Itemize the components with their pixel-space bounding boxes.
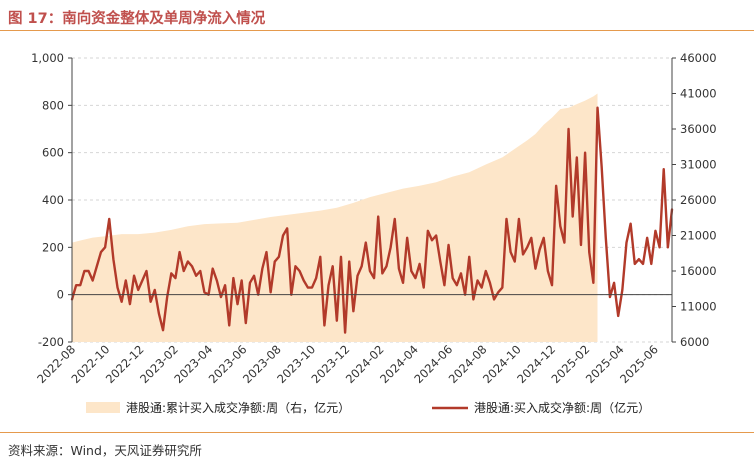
legend-label-weekly: 港股通:买入成交净额:周（亿元） (474, 400, 650, 415)
right-tick-label: 31000 (680, 158, 717, 172)
left-tick-label: 200 (42, 240, 64, 254)
right-tick-label: 16000 (680, 264, 717, 278)
right-tick-label: 21000 (680, 229, 717, 243)
right-tick-label: 41000 (680, 87, 717, 101)
left-tick-label: 0 (57, 288, 64, 302)
right-tick-label: 6000 (680, 335, 709, 349)
title-bar: 图 17：南向资金整体及单周净流入情况 (0, 0, 754, 30)
legend-swatch-cumulative (86, 402, 120, 413)
legend: 港股通:累计买入成交净额:周（右，亿元） 港股通:买入成交净额:周（亿元） (86, 400, 650, 415)
x-tick-label: 2025-06 (617, 342, 661, 386)
weekly-net-line (70, 106, 674, 334)
left-tick-label: -200 (38, 335, 64, 349)
weekly-line-layer (70, 106, 674, 334)
right-tick-label: 11000 (680, 300, 717, 314)
right-tick-label: 36000 (680, 122, 717, 136)
right-tick-label: 46000 (680, 51, 717, 65)
right-tick-label: 26000 (680, 193, 717, 207)
left-tick-label: 600 (42, 146, 64, 160)
left-tick-label: 400 (42, 193, 64, 207)
legend-label-cumulative: 港股通:累计买入成交净额:周（右，亿元） (126, 400, 350, 415)
source-note: 资料来源：Wind，天风证券研究所 (8, 443, 202, 458)
top-rule (0, 30, 754, 31)
figure-title: 图 17：南向资金整体及单周净流入情况 (8, 11, 266, 27)
left-tick-label: 1,000 (31, 51, 64, 65)
left-tick-label: 800 (42, 98, 64, 112)
bottom-rule (0, 432, 754, 433)
chart: -200 0 200 400 600 800 1,000 6000 11000 16000 2100… (31, 51, 717, 415)
